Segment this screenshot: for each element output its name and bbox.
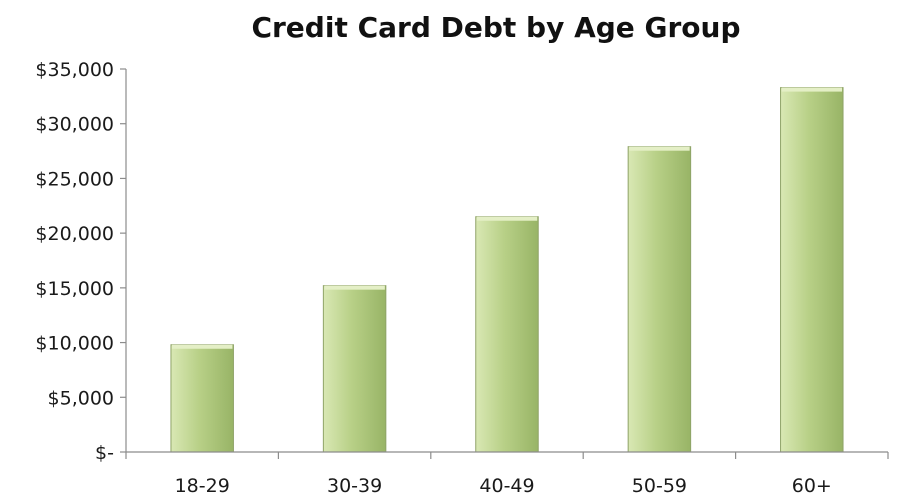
bar-top-highlight [629, 146, 690, 151]
chart-title: Credit Card Debt by Age Group [251, 11, 740, 44]
bar-18-29 [170, 344, 234, 453]
bar-60+ [780, 87, 844, 453]
bars [170, 87, 844, 453]
bar-30-39 [322, 285, 387, 453]
y-tick-label: $- [95, 442, 114, 464]
y-tick-label: $15,000 [35, 278, 114, 300]
y-tick-label: $25,000 [35, 168, 114, 190]
y-tick-label: $35,000 [35, 59, 114, 81]
y-tick-label: $10,000 [35, 333, 114, 355]
x-tick-label: 40-49 [479, 475, 534, 497]
x-axis: 18-29 30-39 40-49 50-59 60+ [125, 451, 889, 497]
bar-top-highlight [781, 87, 843, 92]
x-tick-label: 30-39 [327, 475, 382, 497]
y-axis: $- $5,000 $10,000 $15,000 $20,000 $25,000 $30,… [35, 59, 127, 464]
bar-40-49 [475, 216, 539, 453]
bar-50-59 [627, 146, 692, 453]
y-tick-label: $20,000 [35, 223, 114, 245]
y-tick-label: $30,000 [35, 114, 114, 136]
y-tick-label: $5,000 [48, 387, 114, 409]
x-tick-label: 60+ [792, 475, 832, 497]
bar-top-highlight [476, 216, 538, 221]
bar-top-highlight [324, 285, 385, 290]
x-tick-label: 50-59 [632, 475, 687, 497]
x-tick-label: 18-29 [175, 475, 230, 497]
bar-top-highlight [171, 344, 233, 349]
